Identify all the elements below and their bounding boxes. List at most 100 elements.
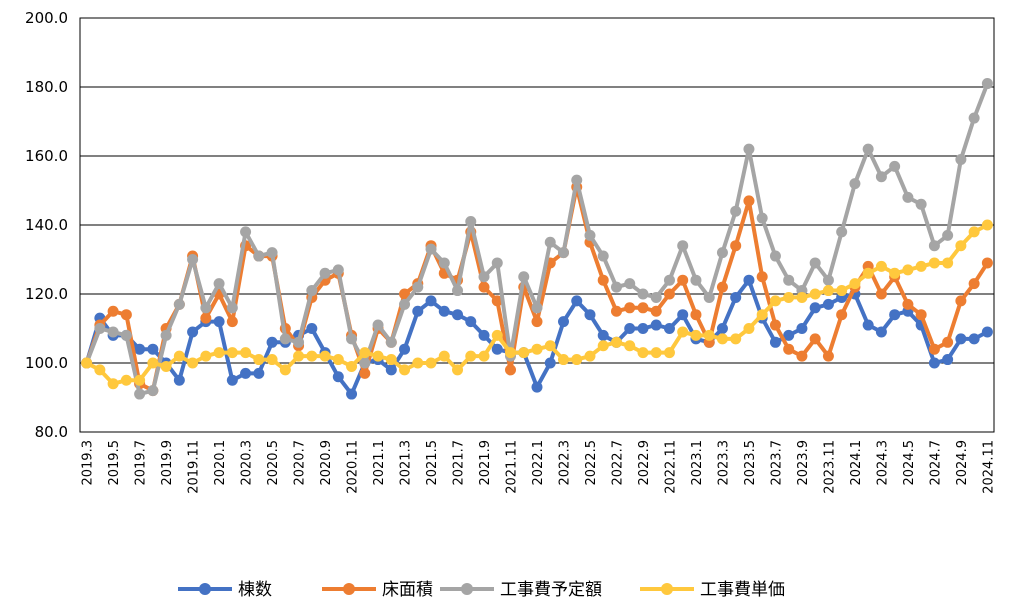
data-point bbox=[610, 281, 622, 293]
data-point bbox=[399, 288, 411, 300]
data-point bbox=[399, 364, 411, 376]
data-point bbox=[677, 309, 689, 321]
x-tick-label: 2021.1 bbox=[372, 440, 387, 486]
data-point bbox=[637, 323, 649, 334]
data-point bbox=[438, 350, 450, 362]
y-axis-tick-labels: 80.0 100.0 120.0 140.0 160.0 180.0 200.0 bbox=[25, 9, 68, 441]
data-point bbox=[783, 274, 795, 286]
data-point bbox=[438, 257, 450, 269]
data-point bbox=[438, 305, 450, 317]
data-point bbox=[650, 291, 662, 303]
data-point bbox=[650, 347, 662, 359]
data-point bbox=[478, 350, 490, 362]
data-point bbox=[213, 278, 225, 290]
data-point bbox=[279, 364, 291, 376]
x-tick-label: 2023.7 bbox=[769, 440, 784, 486]
data-point bbox=[332, 354, 344, 366]
data-point bbox=[769, 250, 781, 262]
data-point bbox=[425, 295, 437, 307]
data-point bbox=[716, 323, 728, 334]
data-point bbox=[557, 247, 569, 259]
x-tick-label: 2022.1 bbox=[531, 440, 546, 486]
data-point bbox=[505, 364, 517, 376]
data-point bbox=[902, 191, 914, 203]
data-point bbox=[730, 291, 742, 303]
data-point bbox=[293, 350, 305, 362]
data-point bbox=[716, 281, 728, 293]
data-point bbox=[200, 302, 212, 314]
data-point bbox=[134, 374, 146, 386]
data-point bbox=[544, 340, 556, 352]
data-point bbox=[187, 254, 199, 265]
data-point bbox=[677, 274, 689, 286]
data-point bbox=[730, 240, 742, 252]
data-point bbox=[955, 153, 967, 165]
data-point bbox=[769, 319, 781, 331]
data-point bbox=[637, 288, 649, 300]
x-tick-label: 2019.9 bbox=[160, 440, 175, 486]
data-point bbox=[160, 360, 172, 372]
data-point bbox=[875, 326, 887, 338]
data-point bbox=[849, 278, 861, 290]
data-point bbox=[875, 260, 887, 272]
data-point bbox=[756, 212, 768, 224]
data-point bbox=[809, 288, 821, 300]
data-point bbox=[928, 257, 940, 269]
data-point bbox=[187, 326, 199, 338]
data-point bbox=[452, 309, 464, 321]
x-tick-label: 2019.3 bbox=[81, 440, 96, 486]
data-point bbox=[385, 364, 397, 376]
legend-label: 棟数 bbox=[238, 580, 272, 600]
data-point bbox=[346, 333, 358, 345]
x-tick-label: 2019.5 bbox=[107, 440, 122, 486]
x-tick-label: 2020.3 bbox=[240, 440, 255, 486]
data-point bbox=[862, 319, 874, 331]
data-point bbox=[743, 323, 755, 334]
data-point bbox=[650, 305, 662, 317]
legend: 棟数 床面積 工事費予定額 工事費単価 bbox=[178, 580, 785, 600]
data-point bbox=[478, 329, 490, 341]
data-point bbox=[134, 388, 146, 400]
data-point bbox=[399, 298, 411, 310]
data-point bbox=[981, 78, 993, 90]
data-point bbox=[253, 367, 265, 379]
data-point bbox=[491, 295, 503, 307]
data-point bbox=[359, 347, 371, 359]
data-point bbox=[266, 336, 278, 348]
data-point bbox=[491, 257, 503, 269]
x-tick-label: 2024.1 bbox=[849, 440, 864, 486]
x-tick-label: 2020.5 bbox=[266, 440, 281, 486]
data-point bbox=[981, 326, 993, 338]
y-tick-label: 120.0 bbox=[25, 285, 68, 303]
data-point bbox=[889, 160, 901, 172]
data-point bbox=[584, 309, 596, 321]
data-point bbox=[875, 288, 887, 300]
data-point bbox=[253, 250, 265, 262]
x-tick-label: 2024.3 bbox=[875, 440, 890, 486]
data-point bbox=[637, 347, 649, 359]
legend-item: 工事費予定額 bbox=[440, 580, 602, 600]
x-tick-label: 2020.11 bbox=[346, 440, 361, 494]
data-point bbox=[213, 316, 225, 328]
data-point bbox=[465, 316, 477, 328]
data-point bbox=[730, 205, 742, 217]
data-point bbox=[624, 278, 636, 290]
data-point bbox=[955, 295, 967, 307]
y-tick-label: 160.0 bbox=[25, 147, 68, 165]
data-point bbox=[928, 240, 940, 252]
data-point bbox=[822, 350, 834, 362]
data-point bbox=[120, 329, 132, 341]
data-point bbox=[372, 350, 384, 362]
x-tick-label: 2022.3 bbox=[557, 440, 572, 486]
x-tick-label: 2024.7 bbox=[928, 440, 943, 486]
data-point bbox=[147, 357, 159, 369]
data-point bbox=[902, 298, 914, 310]
data-point bbox=[359, 357, 371, 369]
x-tick-label: 2023.9 bbox=[796, 440, 811, 486]
data-point bbox=[836, 309, 848, 321]
data-point bbox=[836, 285, 848, 297]
series-4 bbox=[81, 219, 993, 390]
data-point bbox=[425, 243, 437, 255]
data-point bbox=[955, 240, 967, 252]
